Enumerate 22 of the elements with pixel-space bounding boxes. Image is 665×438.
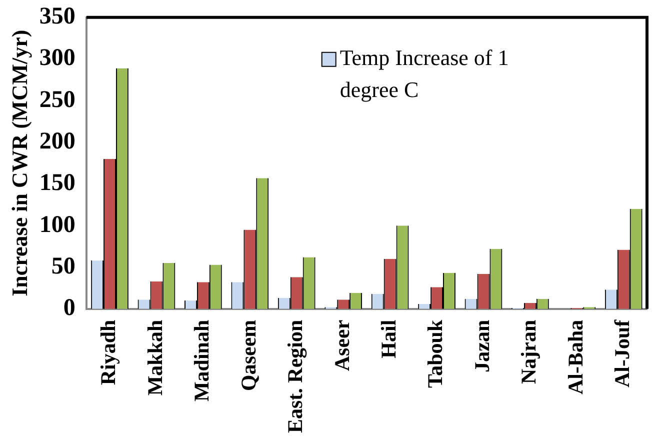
x-tick-label: Tabouk — [423, 320, 448, 388]
y-tick-label: 100 — [39, 212, 76, 238]
x-tick-label: Hail — [376, 320, 400, 358]
y-axis-title: Increase in CWR (MCM/yr) — [6, 30, 32, 296]
y-tick-label: 0 — [63, 295, 76, 322]
y-tick-label: 300 — [39, 45, 76, 72]
y-tick-label: 250 — [39, 86, 76, 113]
x-tick-label: Qaseem — [236, 319, 260, 391]
x-tick-label: Madinah — [190, 320, 214, 402]
x-tick-label: Najran — [516, 320, 541, 384]
y-tick-label: 200 — [39, 128, 76, 154]
x-tick-label: Al-Baha — [563, 319, 588, 395]
y-tick-label: 150 — [39, 170, 76, 196]
x-tick-label: Riyadh — [96, 320, 120, 386]
x-tick-label: Aseer — [330, 320, 354, 372]
x-tick-label: Al-Jouf — [610, 318, 634, 388]
x-tick-label: Jazan — [470, 320, 494, 372]
y-tick-label: 50 — [51, 253, 76, 280]
x-tick-label: Makkah — [142, 320, 167, 396]
x-tick-label: East. Region — [283, 320, 308, 434]
y-tick-label: 350 — [39, 4, 76, 30]
legend-label: Temp Increase of 1 degree C — [340, 45, 509, 102]
